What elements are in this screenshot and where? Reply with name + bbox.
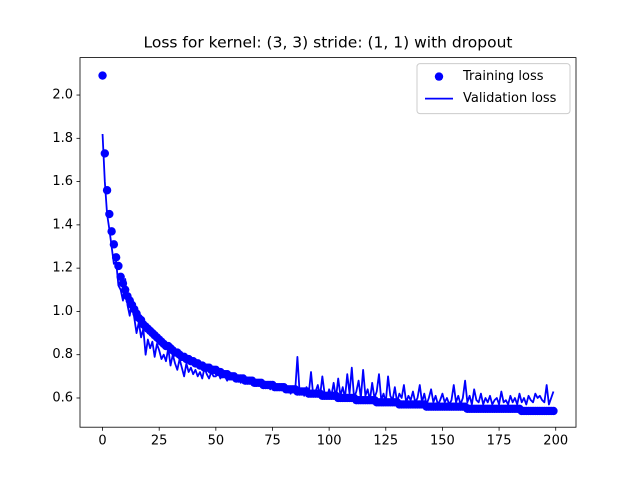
y-tick-label: 1.2 (52, 261, 73, 276)
training-point (98, 71, 107, 80)
y-tick-label: 1.4 (52, 217, 73, 232)
x-tick-label: 100 (317, 434, 342, 449)
x-tick-label: 25 (151, 434, 168, 449)
x-tick-label: 150 (430, 434, 455, 449)
legend-marker (434, 72, 444, 81)
y-tick-label: 0.8 (52, 347, 73, 362)
x-tick-label: 200 (543, 434, 568, 449)
validation-line (101, 133, 555, 406)
x-tick-label: 175 (487, 434, 512, 449)
legend-label: Training loss (462, 69, 544, 84)
y-tick-label: 1.8 (52, 131, 73, 146)
x-tick-label: 50 (208, 434, 225, 449)
y-tick-label: 0.6 (52, 390, 73, 405)
axes-frame (79, 57, 577, 428)
y-tick-label: 1.0 (52, 304, 73, 319)
x-tick-label: 75 (264, 434, 281, 449)
chart-title: Loss for kernel: (3, 3) stride: (1, 1) w… (144, 34, 513, 52)
training-point (549, 406, 558, 416)
y-tick-label: 1.6 (52, 174, 73, 189)
legend-box (416, 63, 571, 115)
x-tick-label: 125 (373, 434, 398, 449)
x-tick-label: 0 (98, 434, 106, 449)
training-point (102, 186, 112, 195)
y-tick-label: 2.0 (52, 88, 73, 103)
training-point (100, 149, 110, 158)
legend-label: Validation loss (463, 91, 557, 106)
